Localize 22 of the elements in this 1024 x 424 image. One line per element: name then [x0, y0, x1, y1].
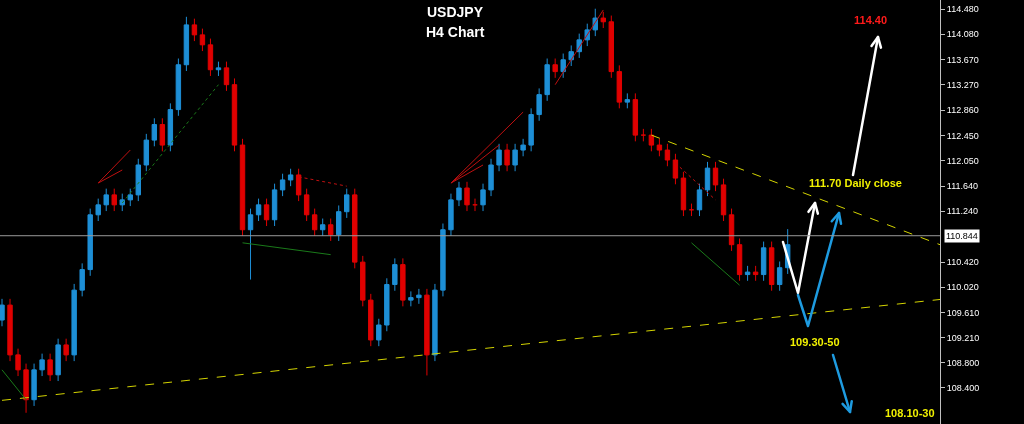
annotation: 114.40 [854, 14, 888, 26]
y-tick-label: 113.670 [946, 54, 979, 65]
y-tick-label: 112.050 [946, 155, 979, 166]
text: H4 Chart [426, 24, 485, 40]
y-tick-label: 114.080 [946, 29, 979, 40]
y-tick-label: 109.210 [946, 332, 980, 343]
y-tick-label: 109.610 [946, 307, 980, 318]
annotation: 111.70 Daily close [809, 177, 902, 189]
y-tick-label: 114.480 [946, 4, 979, 15]
y-tick-label: 111.240 [946, 206, 978, 217]
ref-line-label: 110.844 [946, 231, 978, 241]
chart-title: USDJPY [426, 3, 484, 20]
y-tick-label: 111.640 [946, 181, 978, 192]
y-tick-label: 112.450 [946, 130, 979, 141]
y-tick-label: 108.800 [946, 358, 980, 369]
y-tick-label: 108.400 [946, 383, 980, 394]
y-tick-label: 112.860 [946, 105, 979, 116]
y-tick-label: 110.020 [946, 282, 979, 293]
y-tick-label: 113.270 [946, 79, 979, 90]
y-tick-label: 110.420 [946, 257, 979, 268]
annotation: 109.30-50 [790, 336, 840, 348]
annotation: 108.10-30 [885, 407, 935, 419]
